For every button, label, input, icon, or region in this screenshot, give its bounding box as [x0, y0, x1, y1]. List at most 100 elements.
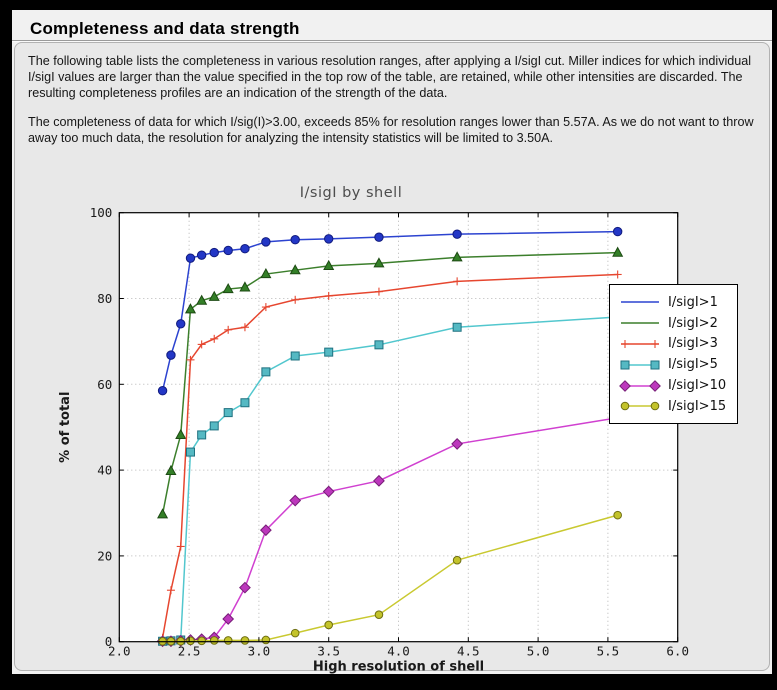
data-point [649, 379, 661, 392]
series-markers-0 [157, 226, 623, 396]
legend-label-3: I/sigI>5 [668, 357, 718, 373]
x-tick-label: 5.5 [597, 644, 620, 659]
data-point [619, 379, 631, 392]
legend-entry-5: I/sigI>15 [618, 396, 731, 417]
series-line-2 [161, 273, 618, 638]
data-point [322, 485, 335, 498]
chart-canvas: 2.0 2.5 3.0 3.5 4.0 4.5 5.0 5.5 6.0 0 20 40 60 80 100 I… [58, 185, 689, 675]
data-point [197, 636, 206, 646]
data-point [261, 367, 271, 377]
data-point [451, 438, 464, 450]
legend-entry-3: I/sigI>5 [618, 354, 731, 375]
legend-entry-0: I/sigI>1 [618, 292, 731, 313]
series-line-0 [161, 230, 618, 391]
chart-legend: I/sigI>1 I/sigI>2 I/sigI>3 I/sigI>5 I/sigI>1… [609, 284, 738, 424]
data-point [324, 234, 334, 244]
data-point [612, 226, 623, 237]
data-point [323, 259, 335, 270]
data-point [373, 474, 385, 487]
data-point [373, 257, 385, 268]
legend-label-0: I/sigI>1 [668, 294, 718, 310]
data-point [613, 510, 622, 520]
legend-entry-4: I/sigI>10 [618, 375, 731, 396]
data-point [374, 610, 384, 619]
x-axis-label: High resolution of shell [313, 660, 484, 675]
completeness-chart: 2.0 2.5 3.0 3.5 4.0 4.5 5.0 5.5 6.0 0 20 40 60 80 100 I… [15, 159, 769, 675]
data-point [209, 247, 219, 258]
data-point [452, 322, 462, 332]
data-point [452, 555, 462, 565]
data-point [374, 340, 384, 350]
data-point [290, 628, 300, 638]
x-tick-label: 2.5 [178, 644, 201, 659]
data-point [157, 508, 169, 519]
data-point [260, 268, 272, 279]
page-title: Completeness and data strength [30, 19, 300, 38]
data-point [240, 398, 250, 408]
intro-paragraph-1: The following table lists the completene… [28, 54, 752, 101]
legend-sample-1 [621, 322, 659, 324]
data-point [157, 386, 168, 396]
data-point [620, 402, 630, 411]
data-point [175, 428, 187, 440]
legend-sample-2 [621, 339, 659, 348]
report-window: Completeness and data strength The follo… [12, 10, 772, 675]
data-point [261, 237, 271, 247]
x-tick-label: 5.0 [527, 644, 550, 659]
data-point [197, 430, 207, 440]
tick-marks [118, 212, 679, 643]
data-point [239, 281, 251, 292]
legend-label-2: I/sigI>3 [668, 336, 718, 352]
legend-sample-0 [621, 301, 659, 304]
data-point [374, 232, 384, 242]
data-point [196, 250, 207, 260]
legend-sample-3 [620, 360, 660, 370]
data-point [289, 264, 301, 275]
y-tick-label: 100 [90, 205, 113, 220]
data-point [259, 524, 272, 537]
legend-sample-5 [620, 402, 660, 411]
data-point [185, 253, 196, 263]
y-axis-label: % of total [58, 392, 73, 463]
data-point [186, 636, 195, 646]
y-tick-label: 40 [97, 463, 112, 478]
series-markers-1 [157, 246, 624, 519]
data-point [208, 290, 220, 301]
data-point [620, 360, 630, 370]
data-point [185, 447, 195, 457]
x-tick-label: 4.5 [457, 644, 480, 659]
tick-labels: 2.0 2.5 3.0 3.5 4.0 4.5 5.0 5.5 6.0 0 20 40 60 80 100 [90, 205, 689, 659]
x-tick-label: 2.0 [108, 644, 131, 659]
data-point [223, 245, 233, 256]
legend-entry-2: I/sigI>3 [618, 334, 731, 355]
data-point [289, 494, 302, 507]
data-point [209, 636, 219, 645]
x-tick-label: 3.0 [248, 644, 271, 659]
data-point [650, 360, 660, 370]
series-markers-5 [158, 510, 622, 646]
legend-sample-4 [619, 379, 661, 392]
data-point [223, 636, 233, 645]
series-line-1 [161, 251, 618, 515]
data-point [222, 283, 234, 294]
data-point [239, 581, 251, 594]
data-point [222, 613, 235, 625]
legend-entry-1: I/sigI>2 [618, 313, 731, 334]
x-tick-label: 3.5 [317, 644, 340, 659]
x-tick-label: 4.0 [387, 644, 410, 659]
data-point [324, 620, 334, 630]
data-point [165, 464, 177, 476]
y-tick-label: 80 [97, 291, 112, 306]
content-panel: The following table lists the completene… [14, 42, 770, 675]
legend-label-5: I/sigI>15 [668, 398, 727, 414]
data-point [452, 229, 462, 239]
data-point [176, 319, 186, 329]
data-point [261, 635, 271, 645]
title-separator [12, 40, 772, 42]
data-point [166, 350, 176, 360]
legend-label-1: I/sigI>2 [668, 315, 718, 331]
y-tick-label: 20 [97, 548, 112, 563]
y-tick-label: 0 [105, 634, 113, 649]
intro-paragraph-2: The completeness of data for which I/sig… [28, 114, 754, 145]
data-point [240, 244, 250, 254]
